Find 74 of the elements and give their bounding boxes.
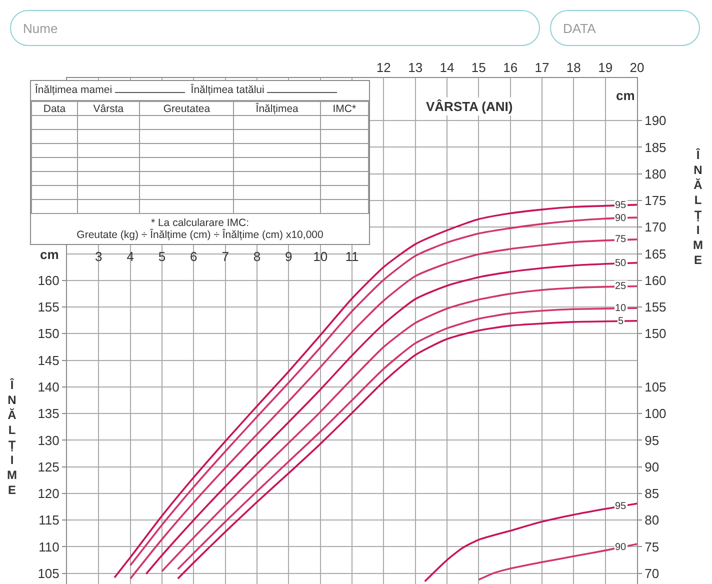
y-tick-label: 110 — [38, 539, 60, 554]
line-series — [478, 543, 637, 581]
y3-tick-label: 150 — [644, 326, 666, 342]
x-tick-label: 17 — [534, 60, 550, 75]
y3-tick-label: 155 — [644, 300, 666, 315]
y3-tick-label: 170 — [644, 220, 666, 235]
y-tick-label: 140 — [38, 379, 60, 394]
y-tick-label: 145 — [38, 352, 60, 368]
y3-tick-label: 180 — [644, 166, 666, 182]
x2-tick-label: 5 — [158, 249, 166, 264]
y3-tick-label: 175 — [644, 193, 666, 208]
y-tick-label: 120 — [38, 486, 60, 501]
text: Data — [43, 102, 66, 114]
series-label: 90 — [615, 542, 627, 553]
y-tick-label: 115 — [38, 512, 60, 528]
series-label: 25 — [615, 281, 627, 292]
x-tick-label: 20 — [630, 60, 644, 75]
y-axis-title: ÎNĂLȚIME — [6, 378, 18, 498]
x-tick-label: 12 — [376, 60, 391, 75]
series-label: 75 — [615, 234, 627, 245]
x-axis-title: VÂRSTA (ANI) — [426, 99, 513, 114]
annotation: Înălțimea mamei — [35, 84, 112, 96]
y2-tick-label: 75 — [644, 539, 660, 554]
annotation: Înălțimea — [234, 102, 320, 116]
y2-tick-label: 100 — [644, 406, 666, 422]
x-tick-label: 18 — [566, 60, 581, 75]
x2-tick-label: 4 — [126, 249, 134, 264]
text-field: Nume — [10, 10, 540, 46]
series-label: 95 — [615, 501, 627, 512]
y3-tick-label: 190 — [644, 113, 666, 128]
annotation: IMC* — [320, 102, 368, 116]
annotation: Înălțimea tatălui — [190, 84, 264, 96]
y-tick-label: 105 — [38, 566, 60, 581]
y2-tick-label: 80 — [644, 512, 660, 528]
y2-tick-label: 70 — [644, 566, 660, 581]
x2-tick-label: 10 — [313, 249, 328, 264]
annotation: Greutate (kg) ÷ Înălțime (cm) ÷ Înălțime (cm) x10,000 — [76, 229, 324, 241]
text: cm — [40, 247, 59, 262]
y3-tick-label: 165 — [644, 246, 666, 262]
x2-tick-label: 6 — [190, 249, 198, 264]
annotation: Greutatea — [139, 102, 234, 116]
y2-tick-label: 90 — [644, 459, 660, 474]
text-field: DATA — [550, 10, 700, 46]
x-tick-label: 13 — [408, 60, 423, 75]
text: ÎNĂLȚIME — [692, 148, 704, 268]
x2-tick-label: 8 — [253, 249, 261, 264]
x-tick-label: 15 — [471, 60, 486, 75]
y2-tick-label: 95 — [644, 432, 660, 448]
series-label: 5 — [618, 316, 624, 327]
series-label: 95 — [615, 200, 627, 211]
y-tick-label: 150 — [38, 326, 60, 342]
line-series — [424, 502, 637, 582]
annotation: * La calcularare IMC: — [150, 217, 250, 229]
y-tick-label: 155 — [38, 300, 60, 315]
series-label: 10 — [615, 303, 627, 314]
annotation: Vârsta — [77, 102, 140, 116]
y2-tick-label: 105 — [644, 379, 666, 394]
x-tick-label: 14 — [440, 60, 454, 75]
x-tick-label: 16 — [503, 60, 518, 75]
y3-tick-label: 185 — [644, 140, 666, 155]
y-tick-label: 125 — [38, 459, 60, 474]
series-label: 90 — [615, 213, 627, 224]
x-tick-label: 19 — [598, 60, 613, 75]
x2-tick-label: 11 — [345, 249, 359, 264]
annotation: cm — [616, 88, 635, 103]
y-tick-label: 135 — [38, 406, 60, 422]
y-tick-label: 160 — [38, 272, 60, 288]
y-tick-label: 130 — [38, 432, 60, 448]
x2-tick-label: 3 — [95, 249, 102, 264]
y3-tick-label: 160 — [644, 272, 666, 288]
x2-tick-label: 9 — [285, 249, 292, 264]
x2-tick-label: 7 — [222, 249, 229, 264]
y2-tick-label: 85 — [644, 486, 660, 501]
series-label: 50 — [615, 258, 627, 269]
